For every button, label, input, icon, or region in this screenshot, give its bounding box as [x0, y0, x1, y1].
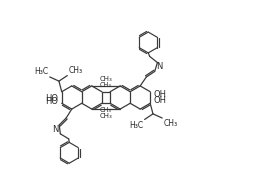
Text: CH₃: CH₃ — [100, 82, 112, 88]
Text: H₃C: H₃C — [34, 67, 49, 76]
Text: HO: HO — [45, 94, 59, 103]
Text: CH₃: CH₃ — [100, 76, 112, 82]
Text: H₃C: H₃C — [129, 121, 144, 129]
Text: OH: OH — [153, 90, 167, 99]
Text: CH₃: CH₃ — [68, 66, 83, 75]
Text: CH₃: CH₃ — [100, 107, 112, 113]
Text: CH₃: CH₃ — [100, 113, 112, 119]
Text: OH: OH — [153, 96, 167, 105]
Text: HO: HO — [45, 97, 59, 106]
Text: N: N — [156, 62, 162, 71]
Text: CH₃: CH₃ — [163, 119, 178, 128]
Text: N: N — [52, 126, 58, 135]
